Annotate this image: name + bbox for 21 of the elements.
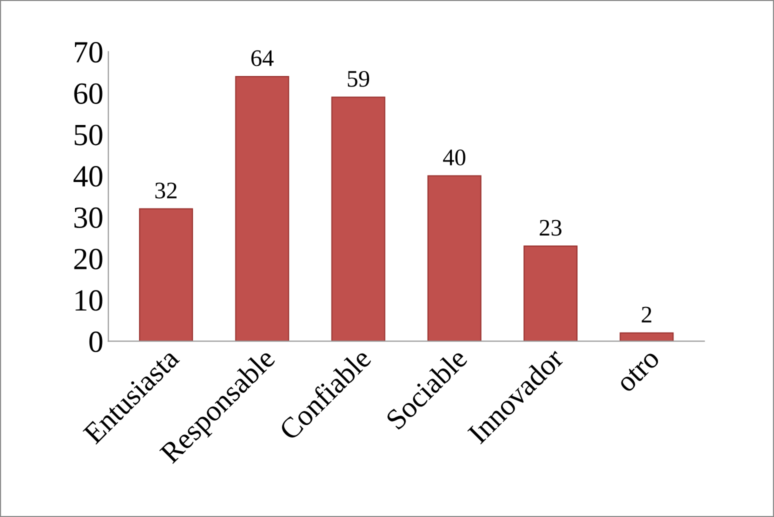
y-tick-label: 50 (74, 124, 102, 146)
bar (524, 246, 578, 342)
data-label: 59 (348, 70, 370, 87)
y-tick-label: 30 (74, 207, 102, 228)
bar (620, 332, 674, 342)
y-tick-label: 60 (74, 83, 102, 104)
bar (235, 76, 290, 342)
x-tick-label: otro (616, 350, 660, 394)
y-tick-label: 10 (76, 290, 102, 311)
data-label: 64 (251, 50, 274, 66)
data-label: 23 (540, 220, 562, 236)
bar (331, 96, 386, 342)
y-tick-label: 70 (74, 42, 102, 63)
y-tick-label: 40 (74, 166, 102, 187)
y-tick-label: 0 (89, 332, 102, 352)
bar (139, 208, 194, 342)
data-label: 32 (155, 182, 177, 199)
data-label: 2 (642, 306, 652, 322)
y-tick-label: 20 (74, 248, 102, 270)
bar (427, 175, 482, 342)
data-label: 40 (443, 149, 466, 166)
